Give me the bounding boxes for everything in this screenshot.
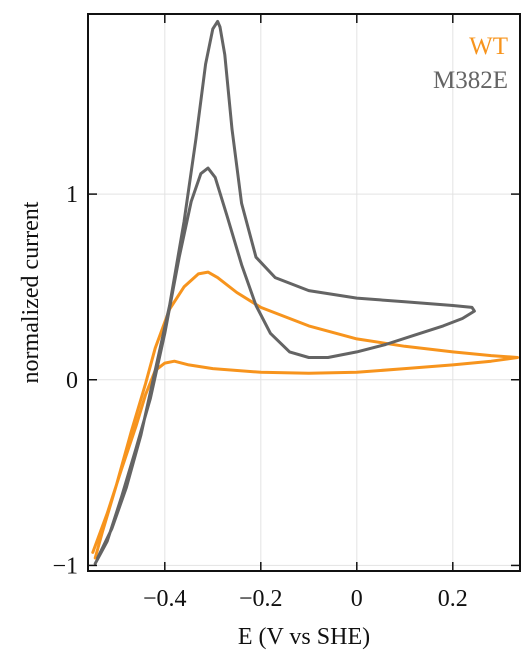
series-line-m382e [93,19,476,566]
x-tick-label: −0.2 [239,586,283,612]
x-tick-label: 0.2 [438,586,468,612]
ticks: −0.4 −0.2 0 0.2 −1 0 1 [52,14,520,612]
y-tick-label: −1 [52,553,78,579]
x-tick-label: −0.4 [143,586,187,612]
y-tick-label: 0 [66,368,78,394]
x-axis-label: E (V vs SHE) [238,624,370,650]
series-layer [91,19,520,566]
legend: WT M382E [433,33,508,94]
y-tick-label: 1 [66,182,78,208]
legend-entry-m382e: M382E [433,67,508,94]
series-line-wt [91,270,520,560]
grid-lines [88,14,520,571]
legend-entry-wt: WT [469,33,508,60]
plot-frame [87,13,521,572]
x-tick-label: 0 [351,586,363,612]
y-axis-label: normalized current [18,201,44,383]
